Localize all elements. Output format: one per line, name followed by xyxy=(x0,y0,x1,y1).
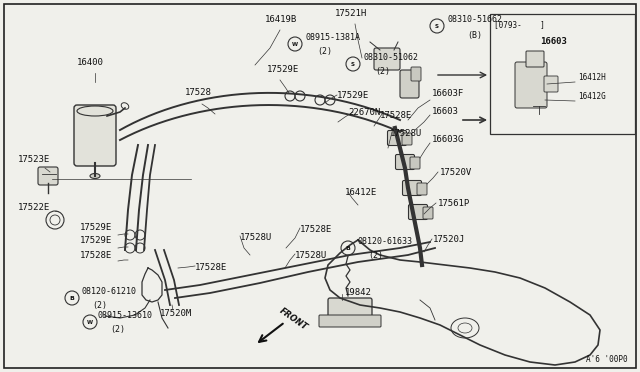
Text: 17520V: 17520V xyxy=(440,168,472,177)
FancyBboxPatch shape xyxy=(423,207,433,219)
Text: 16412G: 16412G xyxy=(578,92,605,101)
Text: 08120-61210: 08120-61210 xyxy=(82,287,137,296)
Text: 17522E: 17522E xyxy=(18,203,51,212)
Text: 08915-13610: 08915-13610 xyxy=(98,311,153,320)
Text: 17528E: 17528E xyxy=(195,263,227,272)
FancyBboxPatch shape xyxy=(515,62,547,108)
Text: FRONT: FRONT xyxy=(278,306,310,332)
Text: 17528E: 17528E xyxy=(300,225,332,234)
Text: 16419B: 16419B xyxy=(265,15,297,24)
Text: B: B xyxy=(346,246,351,250)
Text: 17528U: 17528U xyxy=(390,129,422,138)
Text: S: S xyxy=(435,23,439,29)
Text: 16400: 16400 xyxy=(77,58,104,67)
FancyBboxPatch shape xyxy=(396,154,415,170)
Text: 17520M: 17520M xyxy=(160,309,192,318)
Text: W: W xyxy=(87,320,93,324)
FancyBboxPatch shape xyxy=(402,133,412,145)
Text: 17528U: 17528U xyxy=(295,251,327,260)
Text: W: W xyxy=(292,42,298,46)
Text: 16412E: 16412E xyxy=(345,188,377,197)
Text: 08310-51062: 08310-51062 xyxy=(363,53,418,62)
Text: [0793-    ]: [0793- ] xyxy=(494,20,545,29)
Text: 16412H: 16412H xyxy=(578,73,605,82)
Text: (2): (2) xyxy=(92,301,107,310)
Ellipse shape xyxy=(121,103,129,109)
Text: (2): (2) xyxy=(375,67,390,76)
FancyBboxPatch shape xyxy=(319,315,381,327)
Ellipse shape xyxy=(77,106,113,116)
FancyBboxPatch shape xyxy=(410,157,420,169)
Text: 17529E: 17529E xyxy=(337,91,369,100)
Text: 17528E: 17528E xyxy=(380,111,412,120)
Text: 17529E: 17529E xyxy=(80,223,112,232)
Text: 17520J: 17520J xyxy=(433,235,465,244)
Text: 16603F: 16603F xyxy=(432,89,464,98)
Text: 08120-61633: 08120-61633 xyxy=(358,237,413,246)
FancyBboxPatch shape xyxy=(38,167,58,185)
Text: 16603: 16603 xyxy=(432,107,459,116)
FancyBboxPatch shape xyxy=(544,76,558,92)
Ellipse shape xyxy=(90,173,100,179)
Text: 17523E: 17523E xyxy=(18,155,51,164)
Text: 17521H: 17521H xyxy=(335,9,367,18)
FancyBboxPatch shape xyxy=(526,51,544,67)
Text: A'6 '00P0: A'6 '00P0 xyxy=(586,355,628,364)
FancyBboxPatch shape xyxy=(328,298,372,324)
FancyBboxPatch shape xyxy=(74,105,116,166)
FancyBboxPatch shape xyxy=(387,131,406,145)
Text: S: S xyxy=(351,61,355,67)
Text: 22670N: 22670N xyxy=(348,108,380,117)
Text: 17529E: 17529E xyxy=(267,65,300,74)
Text: 17529E: 17529E xyxy=(80,236,112,245)
FancyBboxPatch shape xyxy=(403,180,422,196)
Text: (2): (2) xyxy=(110,325,125,334)
Text: 08915-1381A: 08915-1381A xyxy=(305,33,360,42)
FancyBboxPatch shape xyxy=(374,48,400,70)
Text: 16603: 16603 xyxy=(540,37,567,46)
Text: 17528E: 17528E xyxy=(80,251,112,260)
Text: 17528U: 17528U xyxy=(240,233,272,242)
Text: 17528: 17528 xyxy=(185,88,212,97)
Text: 08310-51662: 08310-51662 xyxy=(447,15,502,24)
Text: 19842: 19842 xyxy=(345,288,372,297)
FancyBboxPatch shape xyxy=(400,70,419,98)
Text: (2): (2) xyxy=(368,251,383,260)
Text: 16603G: 16603G xyxy=(432,135,464,144)
Text: (2): (2) xyxy=(317,47,332,56)
FancyBboxPatch shape xyxy=(408,205,428,219)
FancyBboxPatch shape xyxy=(417,183,427,195)
Bar xyxy=(490,14,635,134)
Text: B: B xyxy=(70,295,74,301)
Text: (B): (B) xyxy=(467,31,482,40)
Text: 17561P: 17561P xyxy=(438,199,470,208)
FancyBboxPatch shape xyxy=(411,67,421,81)
